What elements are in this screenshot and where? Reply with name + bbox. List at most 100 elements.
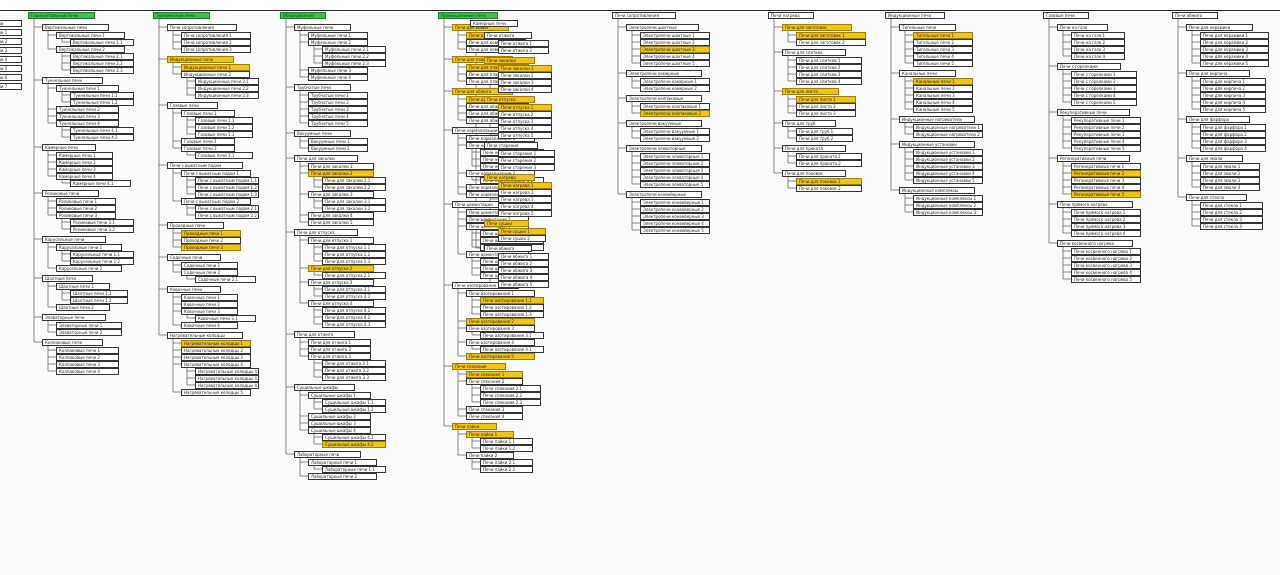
leaf-node[interactable]: Газовые печи 3: [181, 145, 235, 152]
branch-node[interactable]: Электропечи элеваторные: [626, 145, 702, 152]
leaf-node[interactable]: Рекуперативные печи 4: [1071, 138, 1141, 145]
branch-node[interactable]: Печи спекания: [452, 363, 507, 370]
leaf-node[interactable]: Лабораторные печи 1.1: [322, 466, 386, 473]
leaf-node[interactable]: Печи для закалки 1: [308, 163, 374, 170]
leaf-node[interactable]: Печи обжига 4: [498, 274, 549, 281]
edge-node[interactable]: Печи 1: [0, 29, 22, 36]
leaf-node[interactable]: Роликовые печи 3: [56, 212, 116, 219]
leaf-node[interactable]: Печи нагрева 4: [498, 203, 552, 210]
branch-node[interactable]: Печи обжига: [484, 245, 533, 252]
leaf-node[interactable]: Печи для закалки 5: [308, 219, 374, 226]
branch-node[interactable]: Индукционные печи: [167, 56, 234, 63]
leaf-node[interactable]: Печи для кирпича 1: [1200, 78, 1266, 85]
leaf-node[interactable]: Колпаковые печи 3: [56, 361, 119, 368]
leaf-node[interactable]: Трубчатые печи 4: [308, 113, 368, 120]
leaf-node[interactable]: Тигельные печи 1: [913, 32, 973, 39]
branch-node[interactable]: Электропечи колпаковые: [626, 95, 702, 102]
leaf-node[interactable]: Электропечи элеваторные 5: [640, 181, 710, 188]
leaf-node[interactable]: Электропечи шахтные 1: [640, 32, 710, 39]
leaf-node[interactable]: Печи для листа 2: [796, 103, 856, 110]
leaf-node[interactable]: Трубчатые печи 1: [308, 92, 368, 99]
leaf-node[interactable]: Электропечи конвейерные 2: [640, 206, 710, 213]
leaf-node[interactable]: Печи для керамики 1: [1200, 32, 1269, 39]
leaf-node[interactable]: Садочные печи 1: [181, 262, 238, 269]
leaf-node[interactable]: Печи спекания 1: [466, 371, 523, 378]
branch-node[interactable]: Вертикальные печи: [42, 24, 109, 31]
leaf-node[interactable]: Сушильные шкафы 4.1: [322, 434, 386, 441]
leaf-node[interactable]: Электропечи камерные 1: [640, 78, 710, 85]
leaf-node[interactable]: Туннельные печи 1.1: [70, 92, 134, 99]
leaf-node[interactable]: Печи для отжига 1: [308, 339, 371, 346]
leaf-node[interactable]: Трубчатые печи 3: [308, 106, 368, 113]
leaf-node[interactable]: Проходные печи 2: [181, 237, 241, 244]
leaf-node[interactable]: Элеваторные печи 1: [56, 322, 122, 329]
leaf-node[interactable]: Печи сопротивления 2: [181, 39, 251, 46]
leaf-node[interactable]: Муфельные печи 2: [308, 39, 368, 46]
leaf-node[interactable]: Рекуперативные печи 1: [1071, 117, 1141, 124]
leaf-node[interactable]: Электропечи элеваторные 1: [640, 153, 710, 160]
leaf-node[interactable]: Печи спекания 2.3: [480, 399, 542, 406]
branch-node[interactable]: Камерные печи: [42, 144, 97, 151]
branch-node[interactable]: Вакуумные печи: [294, 130, 352, 137]
leaf-node[interactable]: Печи для проката 1: [796, 153, 862, 160]
leaf-node[interactable]: Камерные печи 1: [56, 152, 113, 159]
branch-node[interactable]: Печи для кирпича: [1186, 70, 1250, 77]
leaf-node[interactable]: Печи для эмали 4: [1200, 184, 1260, 191]
leaf-node[interactable]: Печи для отжига 3.3: [322, 374, 386, 381]
branch-node[interactable]: Печи старения: [484, 142, 539, 149]
leaf-node[interactable]: Электропечи конвейерные 3: [640, 213, 710, 220]
leaf-node[interactable]: Канальные печи 3: [913, 92, 973, 99]
column-title[interactable]: Термические печи: [153, 12, 211, 19]
leaf-node[interactable]: Печи отпуска 3: [498, 118, 552, 125]
leaf-node[interactable]: Печи старения 1: [498, 150, 555, 157]
leaf-node[interactable]: Регенеративные печи 1: [1071, 163, 1141, 170]
leaf-node[interactable]: Печи с выкатным подом 1: [181, 170, 251, 177]
branch-node[interactable]: Регенеративные печи: [1057, 155, 1130, 162]
branch-node[interactable]: Печи для эмали: [1186, 155, 1244, 162]
leaf-node[interactable]: Печи для поковок 1: [796, 178, 862, 185]
leaf-node[interactable]: Печи обжига 5: [498, 281, 549, 288]
leaf-node[interactable]: Туннельные печи 4: [56, 120, 119, 127]
leaf-node[interactable]: Индукционные установки 1: [913, 149, 983, 156]
leaf-node[interactable]: Ковочные печи 3.1: [195, 315, 257, 322]
leaf-node[interactable]: Ковочные печи 4: [181, 322, 238, 329]
leaf-node[interactable]: Печи для отжига 3.1: [322, 360, 386, 367]
leaf-node[interactable]: Печи для отпуска 4.1: [322, 307, 386, 314]
leaf-node[interactable]: Туннельные печи 4.2: [70, 134, 134, 141]
branch-node[interactable]: Печи с выкатным подом: [167, 162, 243, 169]
branch-node[interactable]: Печи для проката: [782, 145, 846, 152]
leaf-node[interactable]: Сушильные шкафы 1.1: [322, 399, 386, 406]
leaf-node[interactable]: Лабораторные печи 1: [308, 459, 377, 466]
column-title[interactable]: Камерные печи: [470, 20, 518, 27]
branch-node[interactable]: Электропечи вакуумные: [626, 120, 702, 127]
leaf-node[interactable]: Нагревательные колодцы 1: [181, 340, 251, 347]
leaf-node[interactable]: Газовые печи 1.2: [195, 124, 254, 131]
leaf-node[interactable]: Печи для отпуска 1.3: [322, 258, 386, 265]
leaf-node[interactable]: Печи с выкатным подом 1.3: [195, 191, 259, 198]
branch-node[interactable]: Печи для заготовок: [782, 24, 852, 31]
leaf-node[interactable]: Проходные печи 1: [181, 230, 241, 237]
leaf-node[interactable]: Индукционные нагреватели 2: [913, 131, 983, 138]
leaf-node[interactable]: Печи для закалки 4: [308, 212, 374, 219]
leaf-node[interactable]: Печи для отпуска 2.1: [322, 272, 386, 279]
leaf-node[interactable]: Электропечи колпаковые 2: [640, 110, 710, 117]
leaf-node[interactable]: Карусельные печи 1.1: [70, 251, 134, 258]
leaf-node[interactable]: Печи с выкатным подом 1.2: [195, 184, 259, 191]
leaf-node[interactable]: Печи для кирпича 2: [1200, 85, 1266, 92]
branch-node[interactable]: Печи отпуска: [484, 96, 536, 103]
leaf-node[interactable]: Печи косвенного нагрева 3: [1071, 262, 1141, 269]
leaf-node[interactable]: Рекуперативные печи 2: [1071, 124, 1141, 131]
leaf-node[interactable]: Печи с горелками 5: [1071, 99, 1137, 106]
leaf-node[interactable]: Электропечи элеваторные 3: [640, 167, 710, 174]
leaf-node[interactable]: Печи косвенного нагрева 2: [1071, 255, 1141, 262]
column-title[interactable]: Горизонтальные печи: [28, 12, 95, 19]
leaf-node[interactable]: Туннельные печи 2: [56, 106, 119, 113]
leaf-node[interactable]: Печи с горелками 1: [1071, 71, 1137, 78]
leaf-node[interactable]: Печи для поковок 2: [796, 185, 862, 192]
branch-node[interactable]: Садочные печи: [167, 254, 222, 261]
branch-node[interactable]: Печи закалки: [484, 57, 536, 64]
leaf-node[interactable]: Печи с выкатным подом 1.1: [195, 177, 259, 184]
branch-node[interactable]: Печи для отпуска: [294, 229, 358, 236]
leaf-node[interactable]: Печи для отпуска 4.3: [322, 321, 386, 328]
leaf-node[interactable]: Индукционные комплексы 1: [913, 195, 983, 202]
